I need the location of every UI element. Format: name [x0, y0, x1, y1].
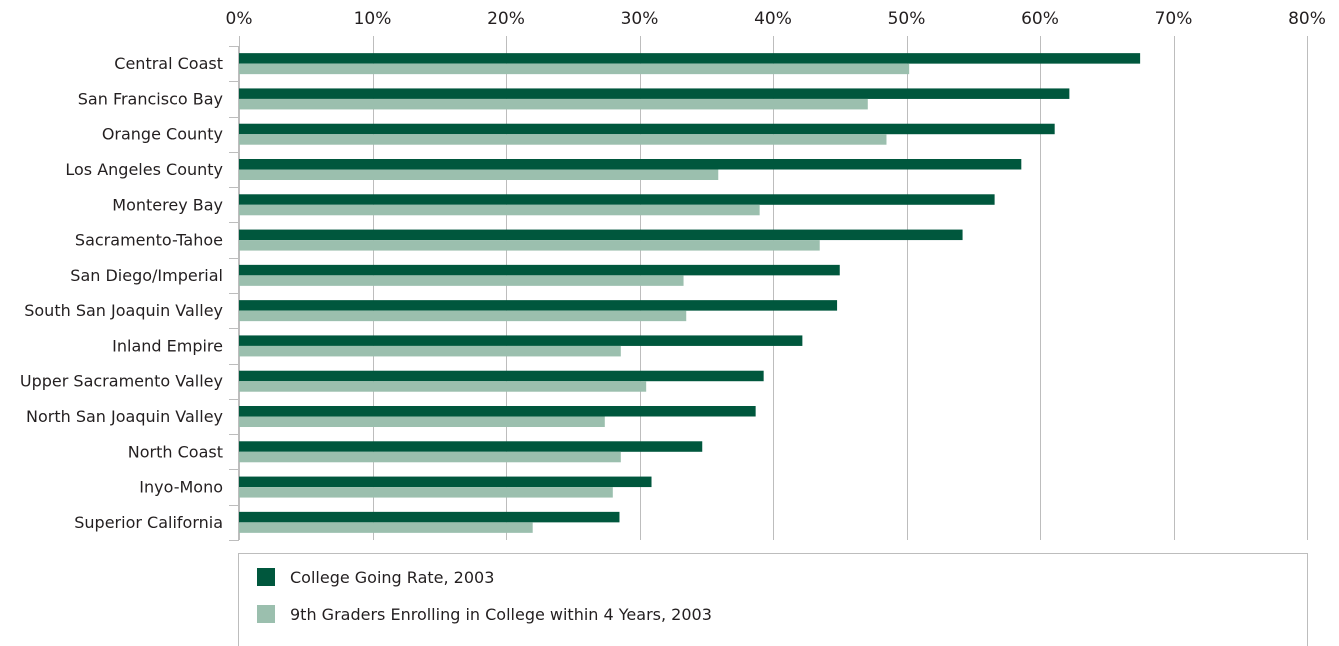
- category-label-north-coast: North Coast: [128, 442, 223, 461]
- category-label-san-francisco-bay: San Francisco Bay: [78, 89, 223, 108]
- bar-central-coast-series-1: [239, 53, 1141, 64]
- bar-upper-sacramento-valley-series-2: [239, 381, 647, 392]
- bar-upper-sacramento-valley-series-1: [239, 370, 764, 382]
- bar-inyo-mono-series-2: [239, 487, 613, 498]
- bar-south-san-joaquin-valley-series-2: [239, 310, 687, 322]
- legend-label-9th-graders-enrolling: 9th Graders Enrolling in College within …: [290, 605, 712, 624]
- bar-san-diego-imperial-series-1: [239, 264, 840, 276]
- category-labels: Central Coast San Francisco Bay Orange Cou…: [20, 54, 223, 532]
- bar-superior-california-series-2: [239, 522, 533, 533]
- category-label-monterey-bay: Monterey Bay: [112, 195, 223, 214]
- legend: College Going Rate, 2003 9th Graders Enr…: [238, 553, 1308, 646]
- x-tick-label-60: 60%: [1021, 9, 1059, 29]
- gridlines: [239, 36, 1308, 540]
- x-tick-label-40: 40%: [754, 9, 792, 29]
- bar-los-angeles-county-series-1: [239, 159, 1022, 170]
- bar-sacramento-tahoe-series-1: [239, 229, 963, 241]
- bar-san-francisco-bay-series-2: [239, 98, 868, 110]
- x-tick-label-0: 0%: [226, 9, 253, 29]
- bar-sacramento-tahoe-series-2: [239, 240, 820, 251]
- bar-inyo-mono-series-1: [239, 476, 652, 488]
- legend-swatch-9th-graders-enrolling: [257, 605, 275, 623]
- bar-inland-empire-series-2: [239, 345, 621, 357]
- legend-label-college-going-rate: College Going Rate, 2003: [290, 568, 494, 587]
- legend-swatch-college-going-rate: [257, 568, 275, 586]
- bar-north-san-joaquin-valley-series-1: [239, 406, 756, 417]
- category-label-sacramento-tahoe: Sacramento-Tahoe: [75, 231, 223, 250]
- x-tick-label-70: 70%: [1155, 9, 1193, 29]
- x-tick-label-50: 50%: [888, 9, 926, 29]
- bar-central-coast-series-2: [239, 63, 910, 75]
- x-tick-label-20: 20%: [487, 9, 525, 29]
- category-label-south-san-joaquin-valley: South San Joaquin Valley: [24, 301, 223, 320]
- category-label-north-san-joaquin-valley: North San Joaquin Valley: [26, 407, 223, 426]
- bar-monterey-bay-series-1: [239, 194, 995, 205]
- category-label-los-angeles-county: Los Angeles County: [65, 160, 223, 179]
- bar-san-diego-imperial-series-2: [239, 275, 684, 286]
- bar-monterey-bay-series-2: [239, 204, 760, 216]
- category-label-superior-california: Superior California: [74, 513, 223, 532]
- category-label-inyo-mono: Inyo-Mono: [139, 478, 223, 497]
- x-tick-label-10: 10%: [354, 9, 392, 29]
- category-label-inland-empire: Inland Empire: [112, 336, 223, 355]
- bar-los-angeles-county-series-2: [239, 169, 719, 180]
- x-axis-ticks: 0% 10% 20% 30% 40% 50% 60% 70% 80%: [226, 9, 1326, 29]
- category-label-orange-county: Orange County: [102, 125, 223, 144]
- category-label-san-diego-imperial: San Diego/Imperial: [70, 266, 223, 285]
- bar-south-san-joaquin-valley-series-1: [239, 300, 838, 311]
- x-tick-label-80: 80%: [1288, 9, 1326, 29]
- bar-north-coast-series-1: [239, 441, 703, 452]
- bars: [239, 53, 1141, 533]
- bar-san-francisco-bay-series-1: [239, 88, 1070, 99]
- bar-north-san-joaquin-valley-series-2: [239, 416, 605, 427]
- bar-orange-county-series-1: [239, 123, 1055, 135]
- category-label-central-coast: Central Coast: [114, 54, 223, 73]
- bar-orange-county-series-2: [239, 134, 887, 145]
- bar-superior-california-series-1: [239, 511, 620, 523]
- x-tick-label-30: 30%: [621, 9, 659, 29]
- bar-north-coast-series-2: [239, 451, 621, 463]
- bar-inland-empire-series-1: [239, 335, 803, 346]
- category-label-upper-sacramento-valley: Upper Sacramento Valley: [20, 372, 223, 391]
- y-axis: [229, 46, 239, 541]
